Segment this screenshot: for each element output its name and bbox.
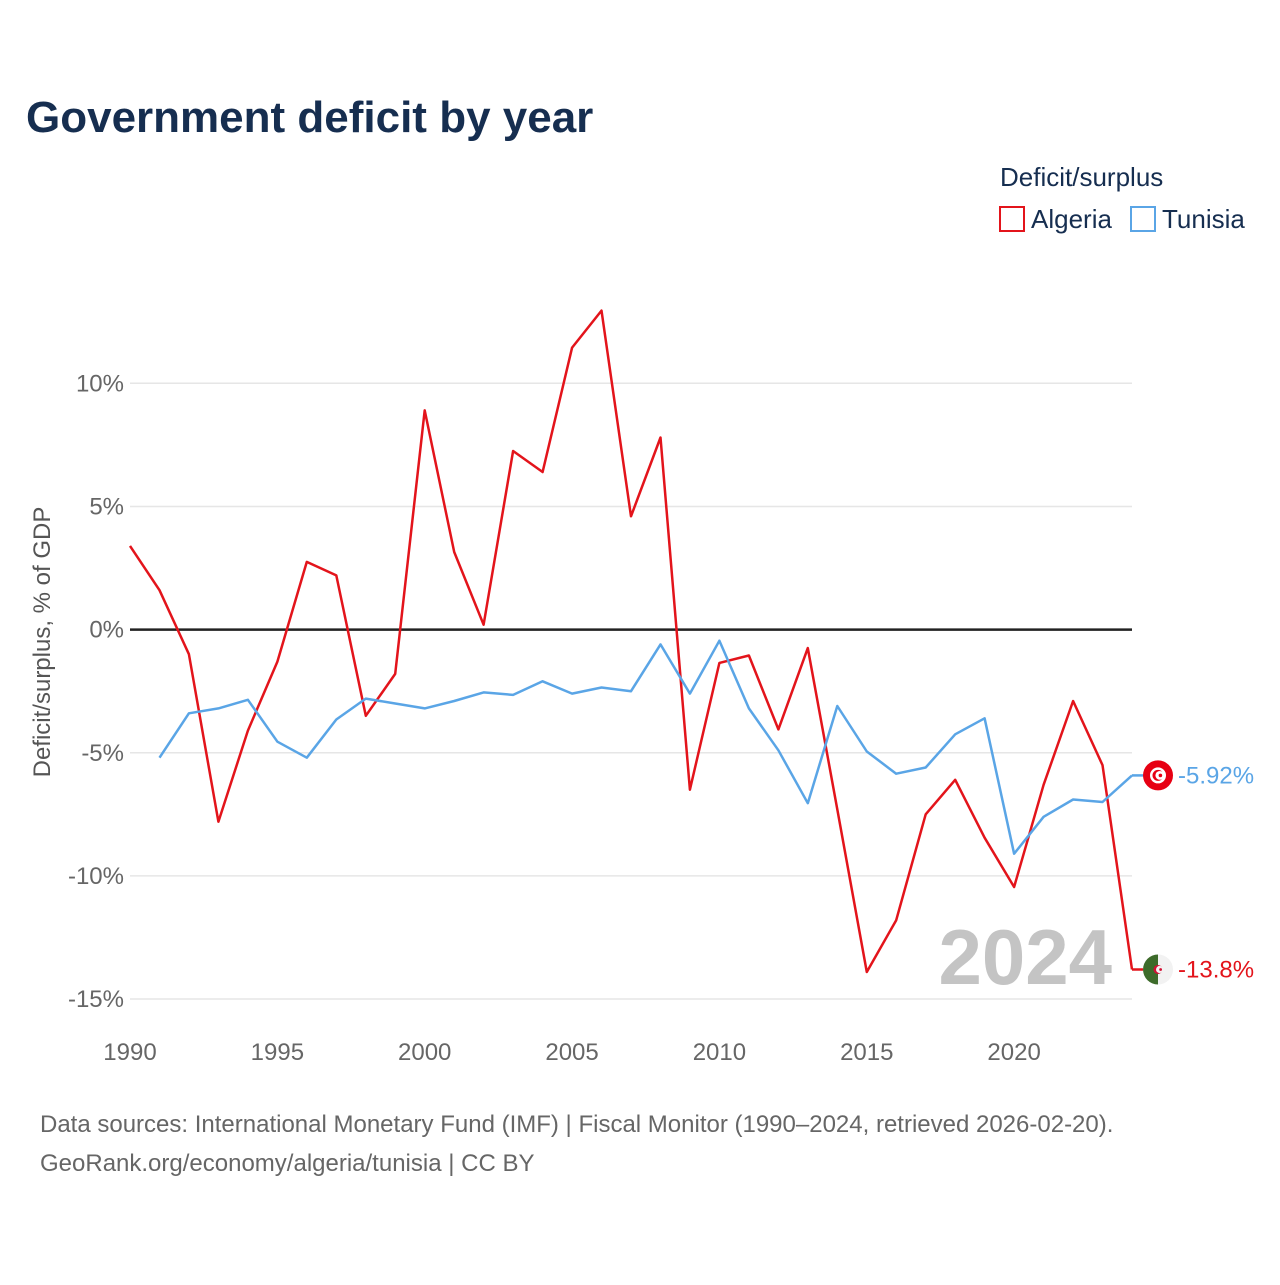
x-tick-label: 2015 xyxy=(840,1039,893,1066)
y-tick-label: -15% xyxy=(68,986,124,1013)
flag-star xyxy=(1159,968,1162,971)
end-value-label-tunisia: -5.92% xyxy=(1178,762,1254,789)
legend-label-tunisia[interactable]: Tunisia xyxy=(1162,204,1245,234)
flag-star xyxy=(1158,773,1163,778)
sources-note: Data sources: International Monetary Fun… xyxy=(40,1111,1113,1138)
legend-label-algeria[interactable]: Algeria xyxy=(1031,204,1112,234)
tunisia-flag-icon xyxy=(1143,760,1173,791)
y-axis-ticks: -15% -10% -5% 0% 5% 10% xyxy=(68,370,124,1013)
x-axis-ticks: 1990 1995 2000 2005 2010 2015 2020 xyxy=(103,1039,1041,1066)
y-tick-label: 0% xyxy=(89,617,124,644)
end-value-label-algeria: -13.8% xyxy=(1178,956,1254,983)
legend-swatch-tunisia[interactable] xyxy=(1130,206,1156,232)
legend-swatch-algeria[interactable] xyxy=(999,206,1025,232)
legend-title: Deficit/surplus xyxy=(1000,162,1163,192)
y-tick-label: -10% xyxy=(68,863,124,890)
y-tick-label: 5% xyxy=(89,493,124,520)
chart-title: Government deficit by year xyxy=(26,93,593,142)
x-tick-label: 2005 xyxy=(545,1039,598,1066)
series-line-algeria[interactable] xyxy=(128,309,1134,974)
x-tick-label: 1990 xyxy=(103,1039,156,1066)
y-axis-label: Deficit/surplus, % of GDP xyxy=(29,507,56,778)
series-lines xyxy=(128,309,1144,974)
x-tick-label: 2010 xyxy=(693,1039,746,1066)
x-tick-label: 1995 xyxy=(251,1039,304,1066)
series-line-tunisia[interactable] xyxy=(158,639,1133,855)
algeria-flag-icon xyxy=(1143,954,1173,985)
y-tick-label: -5% xyxy=(81,740,124,767)
y-tick-label: 10% xyxy=(76,370,124,397)
flag-green-half xyxy=(1143,954,1158,985)
attribution-note: GeoRank.org/economy/algeria/tunisia | CC… xyxy=(40,1150,534,1177)
x-tick-label: 2000 xyxy=(398,1039,451,1066)
x-tick-label: 2020 xyxy=(987,1039,1040,1066)
year-watermark: 2024 xyxy=(938,913,1112,1001)
